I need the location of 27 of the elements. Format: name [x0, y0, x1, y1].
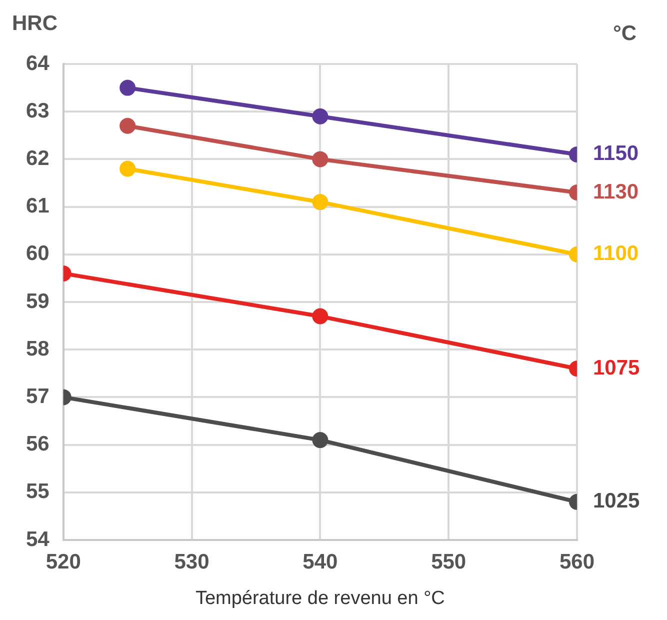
x-tick-label: 530 — [174, 550, 210, 574]
y-tick-label: 63 — [26, 99, 50, 122]
x-axis-title: Température de revenu en °C — [195, 588, 445, 609]
y-tick-label: 60 — [26, 242, 50, 266]
x-tick-label: 550 — [431, 550, 466, 574]
y-tick-label: 54 — [26, 528, 50, 551]
y-tick-label: 58 — [26, 337, 50, 360]
y-tick-label: 55 — [26, 480, 50, 504]
y-tick-label: 57 — [26, 384, 50, 408]
point — [312, 108, 328, 124]
y-tick-label: 61 — [26, 194, 50, 218]
series-label: 1025 — [593, 490, 640, 513]
x-tick-label: 540 — [302, 550, 338, 574]
series-label: 1150 — [593, 142, 639, 166]
y-tick-label: 64 — [26, 52, 50, 75]
series-label: 1130 — [593, 180, 639, 204]
y-tick-label: 59 — [26, 290, 50, 313]
x-tick-label: 560 — [559, 550, 595, 574]
legend-title: °C — [613, 22, 637, 45]
series-label: 1100 — [593, 242, 639, 266]
series-label: 1075 — [593, 356, 640, 380]
point — [312, 151, 328, 168]
point — [312, 194, 328, 210]
y-axis-title: HRC — [12, 12, 58, 35]
y-tick-label: 56 — [26, 432, 50, 456]
y-tick-label: 62 — [26, 146, 50, 170]
x-tick-label: 520 — [46, 550, 81, 574]
